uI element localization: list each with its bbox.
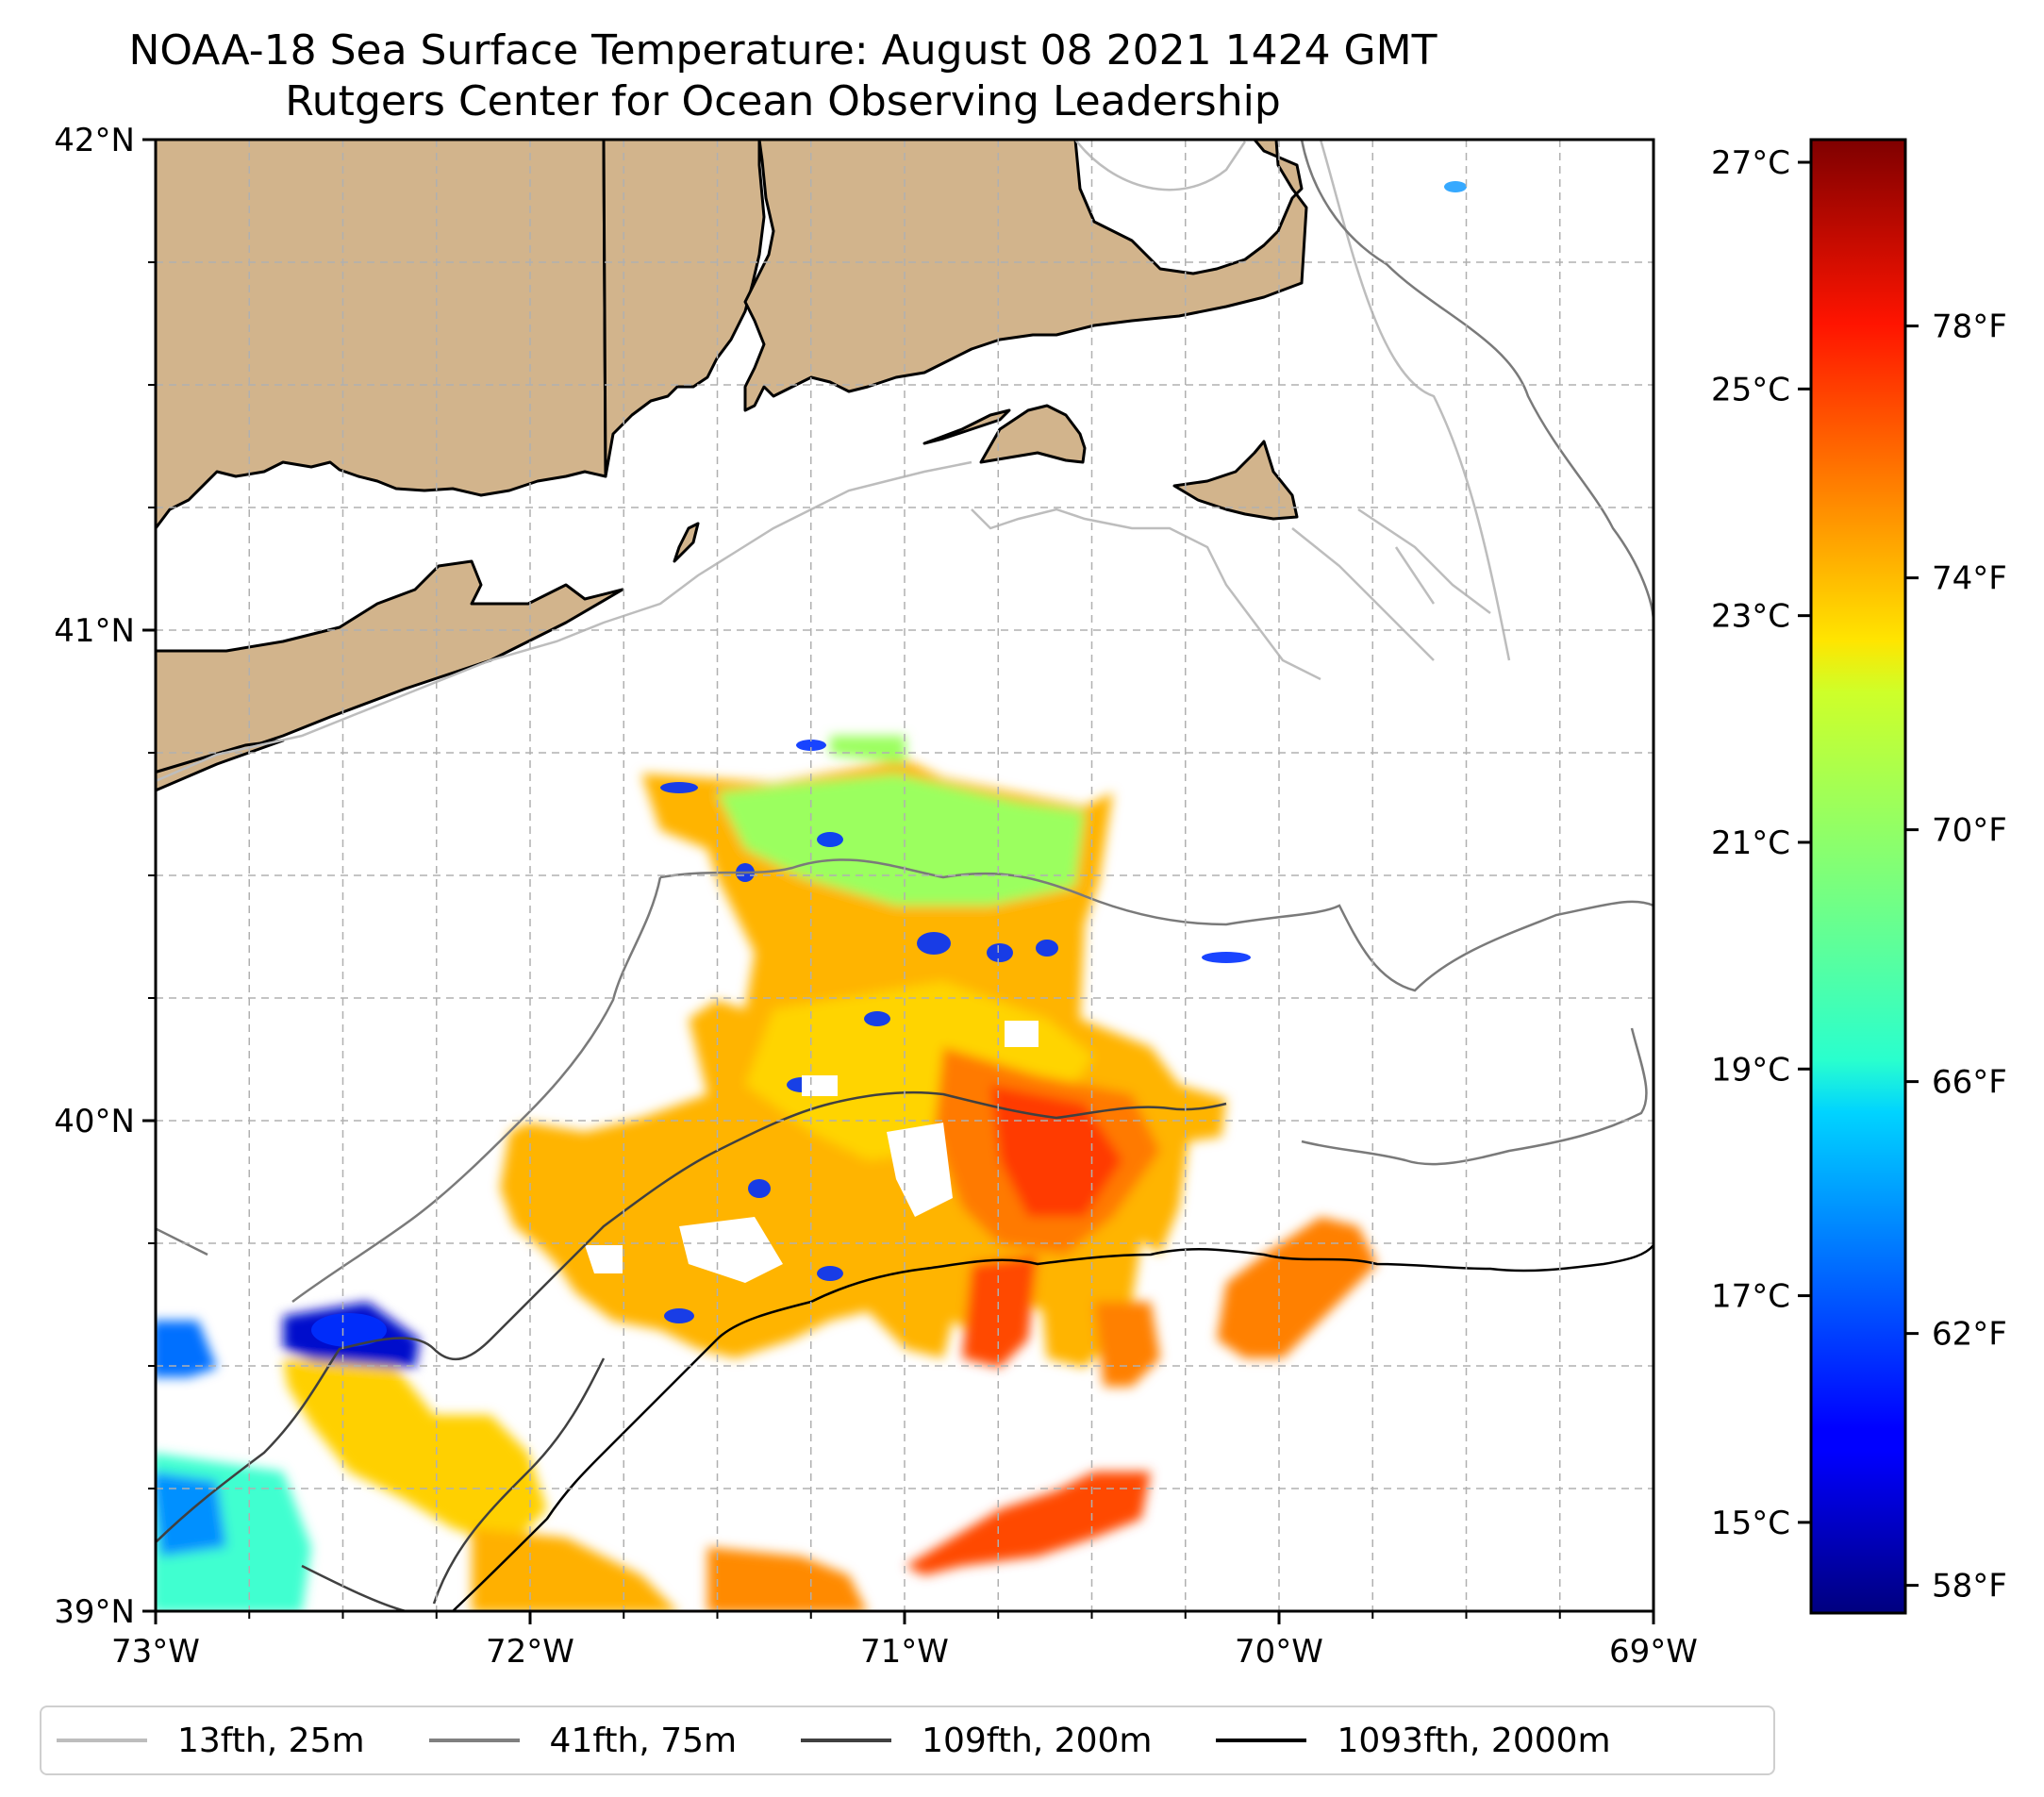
legend-label: 13fth, 25m xyxy=(177,1721,365,1760)
axis-ticks: 73°W 72°W 71°W 70°W 69°W 42°N 41°N 40°N 39°N xyxy=(54,122,1698,1671)
lon-tick-label: 70°W xyxy=(1235,1633,1323,1671)
lon-tick-label: 72°W xyxy=(486,1633,574,1671)
celsius-tick-label: 17°C xyxy=(1711,1278,1790,1316)
legend-line-swatch xyxy=(428,1739,520,1742)
fahrenheit-tick-label: 78°F xyxy=(1932,308,2007,346)
lat-tick-label: 42°N xyxy=(54,122,135,159)
celsius-tick-label: 25°C xyxy=(1711,371,1790,408)
colorbar-ticks: 27°C 25°C 23°C 21°C 19°C 17°C 15°C 78°F 74°F 70°F… xyxy=(1711,144,2007,1606)
legend-entry: 1093fth, 2000m xyxy=(1216,1721,1611,1760)
lon-tick-label: 73°W xyxy=(111,1633,200,1671)
legend-label: 1093fth, 2000m xyxy=(1337,1721,1611,1760)
chart-title: NOAA-18 Sea Surface Temperature: August … xyxy=(128,26,1437,75)
lon-tick-label: 69°W xyxy=(1609,1633,1698,1671)
legend-entry: 41fth, 75m xyxy=(428,1721,738,1760)
bathymetry-25m xyxy=(156,140,1511,783)
legend-label: 41fth, 75m xyxy=(549,1721,738,1760)
fahrenheit-tick-label: 58°F xyxy=(1932,1568,2007,1606)
bathymetry-75m xyxy=(156,140,1653,1304)
legend-line-swatch xyxy=(801,1739,892,1742)
legend-entry: 109fth, 200m xyxy=(801,1722,1152,1760)
lat-tick-label: 41°N xyxy=(54,612,135,650)
chart-subtitle: Rutgers Center for Ocean Observing Leade… xyxy=(285,77,1281,125)
map-area xyxy=(156,140,1653,1611)
bathymetry-200m xyxy=(156,1090,1227,1611)
gridlines xyxy=(156,140,1653,1611)
lat-tick-label: 40°N xyxy=(54,1103,135,1140)
fahrenheit-tick-label: 66°F xyxy=(1932,1064,2007,1102)
colorbar xyxy=(1809,138,1907,1615)
celsius-tick-label: 27°C xyxy=(1711,144,1790,182)
bathymetry-2000m xyxy=(452,1244,1653,1611)
lat-tick-label: 39°N xyxy=(54,1593,135,1631)
land xyxy=(156,140,1308,792)
celsius-tick-label: 15°C xyxy=(1711,1505,1790,1542)
legend-label: 109fth, 200m xyxy=(922,1721,1153,1760)
data-gaps xyxy=(585,1021,1039,1283)
legend-line-swatch xyxy=(1216,1739,1307,1742)
fahrenheit-tick-label: 62°F xyxy=(1932,1316,2007,1354)
lon-tick-label: 71°W xyxy=(860,1633,949,1671)
legend-entry: 13fth, 25m xyxy=(57,1722,365,1760)
celsius-tick-label: 23°C xyxy=(1711,598,1790,636)
celsius-tick-label: 21°C xyxy=(1711,824,1790,862)
fahrenheit-tick-label: 74°F xyxy=(1932,560,2007,598)
legend-line-swatch xyxy=(57,1739,147,1742)
celsius-tick-label: 19°C xyxy=(1711,1051,1790,1089)
fahrenheit-tick-label: 70°F xyxy=(1932,812,2007,850)
legend: 13fth, 25m 41fth, 75m 109fth, 200m 1093fth,… xyxy=(40,1705,1775,1775)
